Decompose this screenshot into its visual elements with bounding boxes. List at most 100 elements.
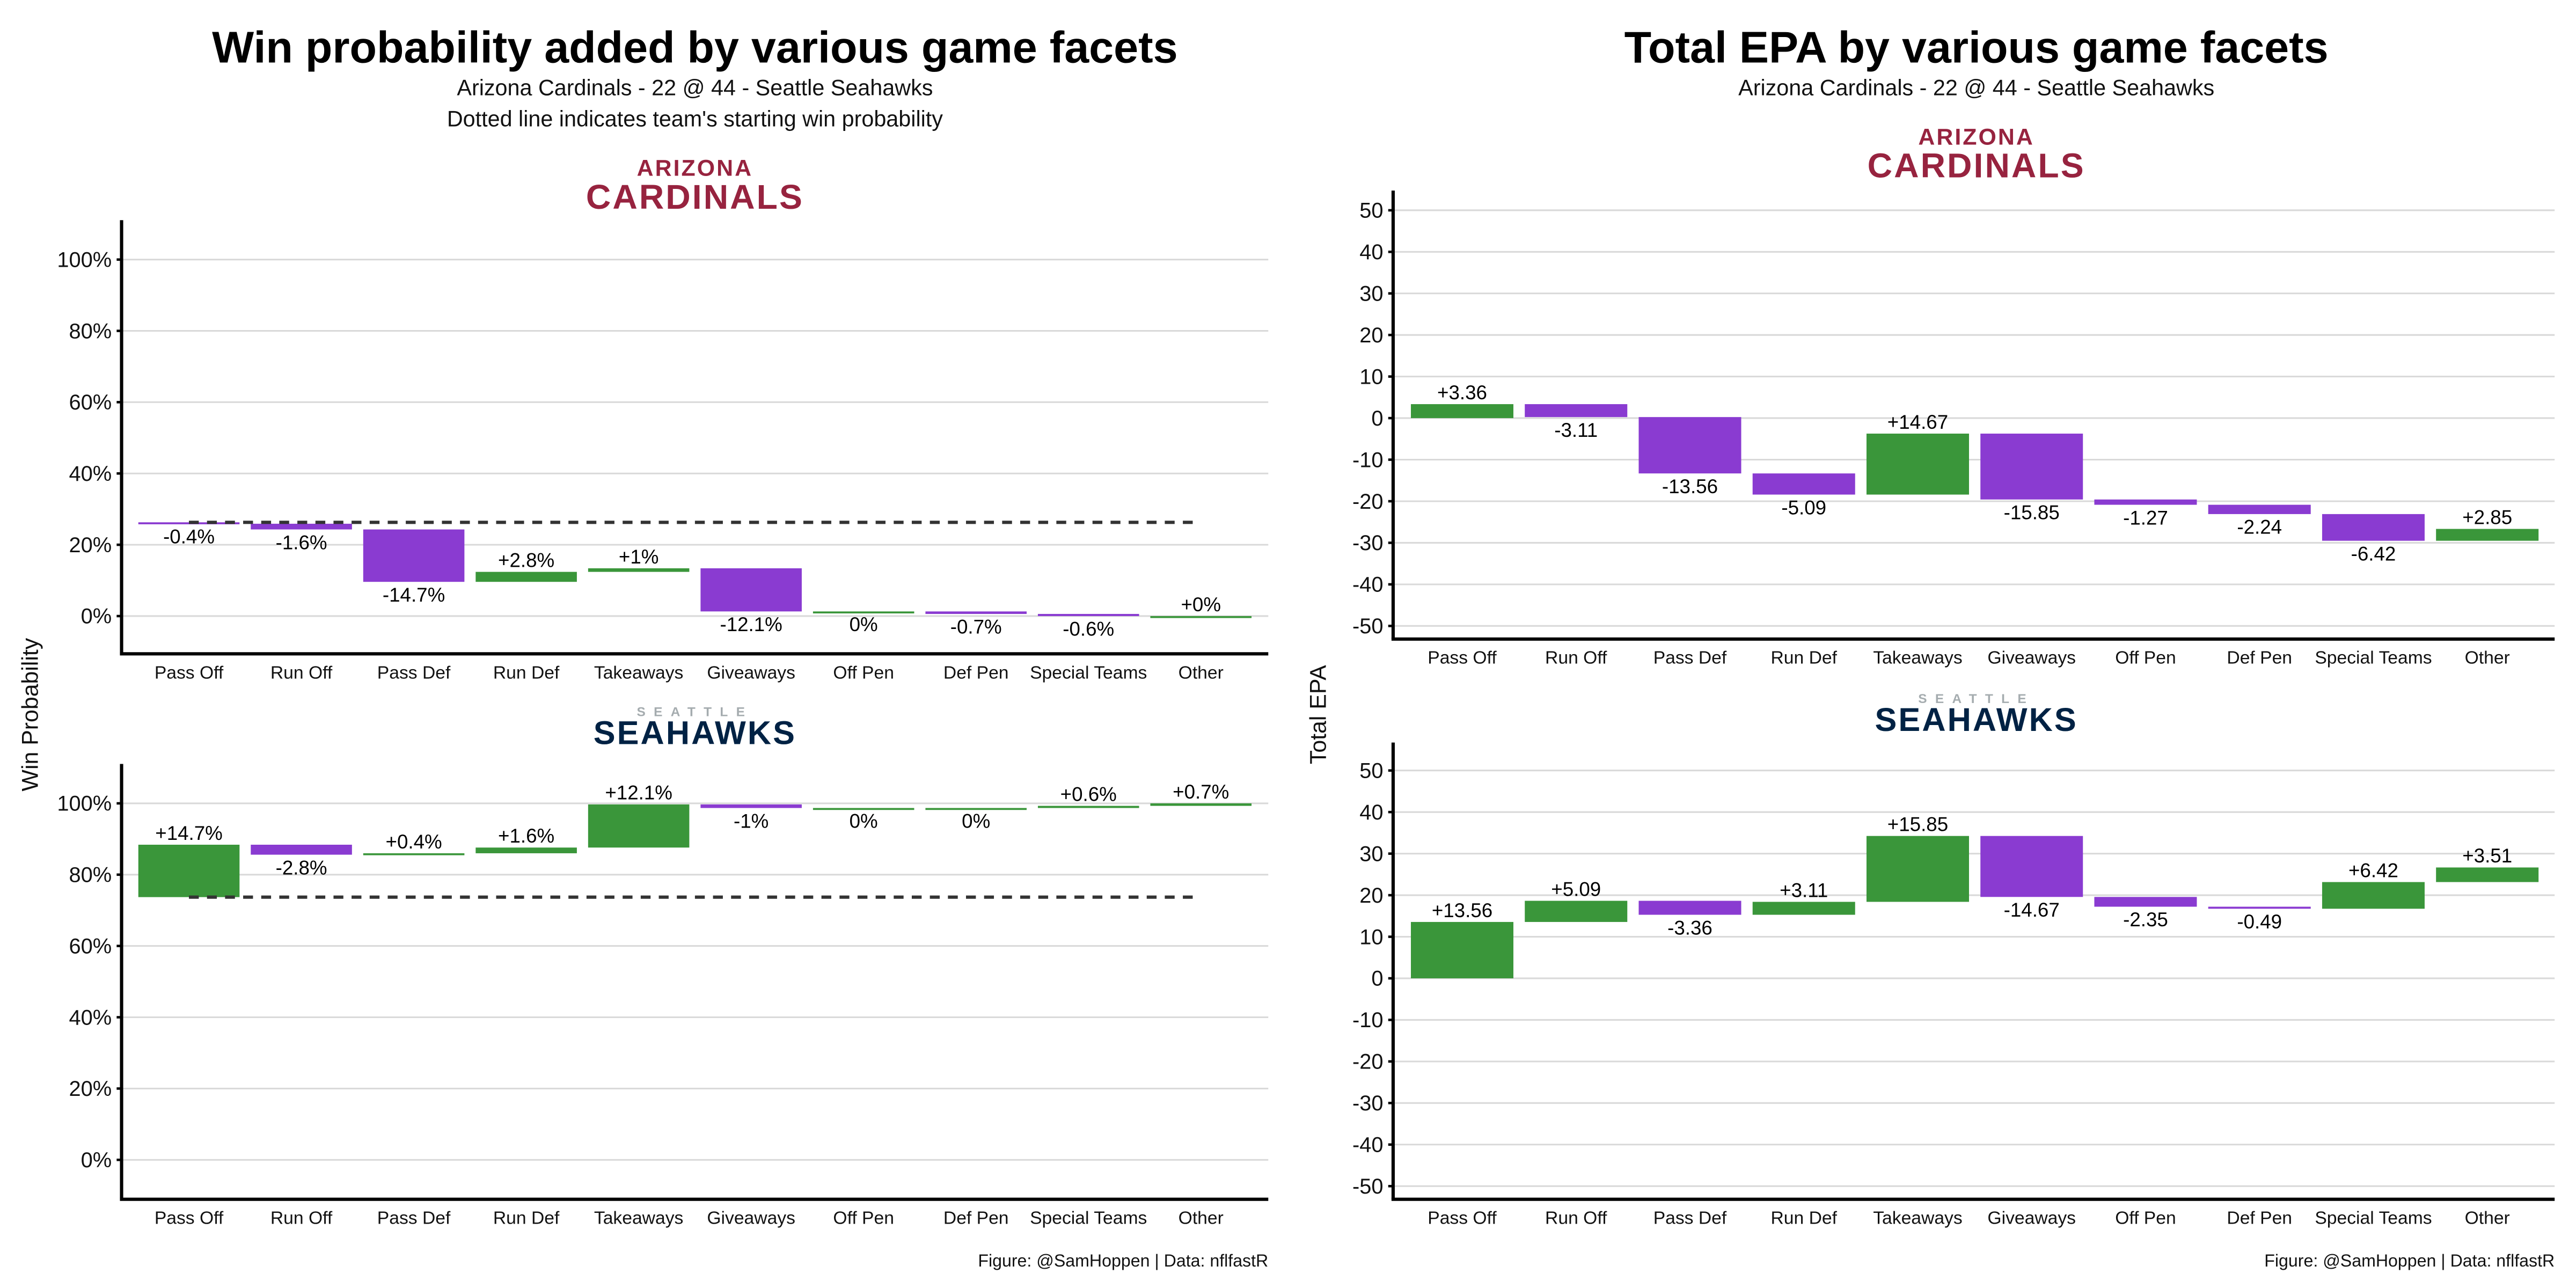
- bar: [138, 844, 240, 897]
- logo-text: SEAHAWKS: [594, 715, 796, 751]
- bar: [475, 847, 577, 853]
- x-tick-label: Takeaways: [594, 663, 684, 683]
- y-tick-label: 30: [1359, 282, 1383, 306]
- bar: [1037, 806, 1139, 808]
- x-tick-label: Def Pen: [943, 1209, 1009, 1228]
- x-tick-label: Pass Def: [377, 1209, 451, 1228]
- y-tick-label: 20: [1359, 884, 1383, 908]
- seahawks-logo-left: SEATTLE SEAHAWKS: [594, 705, 796, 751]
- x-tick-label: Run Def: [493, 663, 560, 683]
- x-tick-label: Other: [1179, 663, 1224, 683]
- right-y-axis-title: Total EPA: [1305, 665, 1331, 764]
- bar: [2094, 499, 2197, 505]
- bar: [1150, 803, 1252, 806]
- x-tick-label: Special Teams: [2315, 1209, 2432, 1228]
- left-subtitle-2: Dotted line indicates team's starting wi…: [447, 107, 943, 131]
- y-tick-label: 40: [1359, 240, 1383, 264]
- bar: [475, 572, 577, 582]
- x-tick-label: Run Off: [1545, 1209, 1607, 1228]
- y-tick-label: 40: [1359, 801, 1383, 824]
- y-tick-label: 60%: [69, 391, 112, 414]
- x-tick-label: Giveaways: [707, 1209, 795, 1228]
- y-tick-label: -30: [1352, 531, 1384, 555]
- logo-text: CARDINALS: [586, 178, 804, 216]
- data-label: -1.6%: [276, 531, 327, 553]
- data-label: +3.51: [2462, 845, 2512, 867]
- data-label: -1%: [734, 810, 769, 832]
- data-label: -0.7%: [950, 616, 1002, 638]
- y-tick-label: -20: [1352, 1050, 1384, 1074]
- bar: [1752, 473, 1855, 495]
- bar: [1525, 901, 1628, 922]
- x-tick-label: Def Pen: [2227, 648, 2292, 668]
- y-tick-label: 10: [1359, 365, 1383, 389]
- data-label: -3.11: [1554, 419, 1598, 441]
- bar: [363, 853, 465, 855]
- y-tick-label: 80%: [69, 319, 112, 343]
- x-tick-label: Def Pen: [943, 663, 1009, 683]
- data-label: +5.09: [1551, 878, 1601, 900]
- logo-text: ARIZONA: [1918, 124, 2035, 150]
- left-y-axis-title: Win Probability: [17, 638, 43, 791]
- x-tick-label: Other: [2465, 648, 2510, 668]
- y-tick-label: 0%: [81, 605, 112, 628]
- x-tick-label: Off Pen: [833, 1209, 894, 1228]
- x-tick-label: Pass Off: [1428, 648, 1497, 668]
- bar: [588, 568, 690, 572]
- y-tick-label: 50: [1359, 199, 1383, 223]
- x-tick-label: Other: [1179, 1209, 1224, 1228]
- x-tick-label: Other: [2465, 1209, 2510, 1228]
- data-label: +1%: [619, 546, 659, 568]
- bar: [251, 844, 352, 855]
- data-label: +2.8%: [498, 549, 554, 571]
- y-tick-label: 0: [1371, 407, 1383, 430]
- bar: [700, 568, 802, 612]
- x-tick-label: Pass Def: [377, 663, 451, 683]
- x-tick-label: Run Def: [1770, 1209, 1837, 1228]
- data-label: +0.7%: [1173, 781, 1229, 803]
- data-label: -0.6%: [1063, 618, 1114, 640]
- bar: [2436, 529, 2539, 541]
- y-tick-label: -20: [1352, 490, 1384, 514]
- logo-text: SEATTLE: [636, 705, 753, 720]
- bar: [1866, 836, 1969, 902]
- y-tick-label: 40%: [69, 1006, 112, 1029]
- x-tick-label: Run Def: [493, 1209, 560, 1228]
- bar: [1980, 836, 2083, 897]
- bar: [363, 529, 465, 582]
- x-tick-label: Run Off: [270, 1209, 333, 1228]
- x-tick-label: Takeaways: [1873, 648, 1963, 668]
- bar: [2322, 882, 2425, 909]
- x-tick-label: Def Pen: [2227, 1209, 2292, 1228]
- bar: [1638, 901, 1741, 915]
- data-label: -14.67: [2004, 899, 2060, 921]
- bar: [813, 611, 914, 613]
- data-label: -6.42: [2351, 543, 2396, 565]
- data-label: +0.6%: [1060, 783, 1117, 805]
- x-tick-label: Run Off: [1545, 648, 1607, 668]
- bar: [1410, 404, 1513, 419]
- cardinals-logo-right: ARIZONA CARDINALS: [1868, 124, 2084, 185]
- y-tick-label: -30: [1352, 1092, 1384, 1115]
- data-label: -14.7%: [383, 584, 445, 606]
- x-tick-label: Special Teams: [1030, 1209, 1147, 1228]
- data-label: -12.1%: [720, 613, 782, 635]
- bar: [813, 808, 914, 810]
- data-label: -15.85: [2004, 501, 2060, 523]
- data-label: -5.09: [1781, 496, 1826, 518]
- x-tick-label: Pass Off: [155, 663, 224, 683]
- left-caption: Figure: @SamHoppen | Data: nflfastR: [978, 1251, 1268, 1270]
- data-label: +1.6%: [498, 825, 554, 847]
- data-label: -2.35: [2123, 909, 2168, 931]
- x-tick-label: Off Pen: [2115, 1209, 2176, 1228]
- y-tick-label: 100%: [57, 792, 112, 816]
- seahawks-wp-chart: 0% 20% 40% 60% 80% 100% +14.7% Pass Off -2.8% Run…: [57, 764, 1269, 1228]
- bar: [1150, 616, 1252, 618]
- bar: [2436, 867, 2539, 882]
- y-tick-label: 60%: [69, 934, 112, 958]
- x-tick-label: Run Off: [270, 663, 333, 683]
- x-tick-label: Takeaways: [594, 1209, 684, 1228]
- bar: [925, 808, 1027, 810]
- data-label: -13.56: [1662, 475, 1718, 497]
